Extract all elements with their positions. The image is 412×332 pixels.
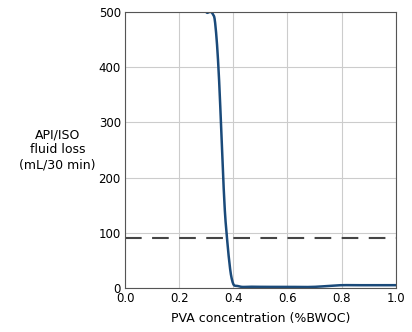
X-axis label: PVA concentration (%BWOC): PVA concentration (%BWOC) <box>171 312 350 325</box>
Y-axis label: API/ISO
fluid loss
(mL/30 min): API/ISO fluid loss (mL/30 min) <box>19 128 96 171</box>
